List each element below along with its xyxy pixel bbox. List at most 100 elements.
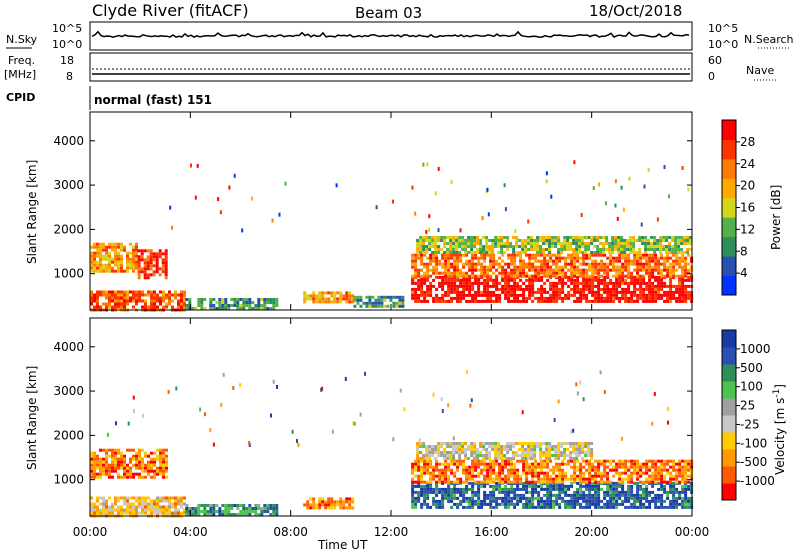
velocity-cell bbox=[519, 493, 523, 497]
velocity-cell bbox=[555, 484, 559, 488]
power-cell bbox=[447, 281, 451, 285]
power-cell bbox=[597, 274, 601, 278]
power-cell bbox=[684, 259, 688, 263]
velocity-cell bbox=[93, 454, 96, 458]
power-cell bbox=[687, 275, 691, 279]
power-cell bbox=[551, 242, 555, 245]
scatter-echo bbox=[579, 380, 582, 385]
power-cell bbox=[585, 256, 589, 260]
velocity-colorbar-swatch bbox=[722, 483, 736, 501]
velocity-cell bbox=[420, 468, 424, 472]
power-cell bbox=[105, 293, 108, 297]
power-cell bbox=[377, 301, 381, 305]
velocity-cell bbox=[660, 487, 664, 491]
velocity-cell bbox=[519, 459, 523, 463]
velocity-cell bbox=[114, 454, 117, 458]
power-cell bbox=[492, 259, 496, 263]
velocity-cell bbox=[627, 484, 631, 488]
power-cell bbox=[587, 248, 591, 251]
power-cell bbox=[600, 259, 604, 263]
power-cell bbox=[585, 274, 589, 278]
velocity-cell bbox=[561, 487, 565, 491]
velocity-cell bbox=[597, 465, 601, 469]
velocity-cell bbox=[525, 502, 529, 506]
velocity-cell bbox=[564, 477, 568, 481]
power-cell bbox=[236, 298, 240, 301]
velocity-cell bbox=[476, 457, 480, 460]
velocity-cell bbox=[687, 462, 691, 466]
power-cell bbox=[585, 271, 589, 275]
power-cell bbox=[117, 254, 120, 258]
power-cell bbox=[248, 301, 252, 304]
power-cell bbox=[558, 259, 562, 263]
velocity-cell bbox=[428, 457, 432, 460]
power-cell bbox=[609, 281, 613, 285]
scatter-echo bbox=[573, 160, 576, 165]
power-cell bbox=[639, 256, 643, 260]
power-cell bbox=[536, 245, 540, 248]
power-cell bbox=[549, 296, 553, 300]
power-cell bbox=[449, 236, 453, 239]
power-cell bbox=[114, 254, 117, 258]
velocity-cell bbox=[93, 463, 96, 467]
velocity-cell bbox=[477, 493, 481, 497]
velocity-cell bbox=[426, 490, 430, 494]
power-cell bbox=[632, 245, 636, 248]
velocity-cell bbox=[99, 475, 102, 479]
power-cell bbox=[482, 248, 486, 251]
velocity-cell bbox=[594, 496, 598, 500]
power-cell bbox=[606, 262, 610, 266]
scatter-echo bbox=[437, 228, 440, 233]
velocity-cell bbox=[633, 459, 637, 463]
velocity-cell bbox=[183, 502, 186, 506]
power-cell bbox=[536, 242, 540, 245]
power-cell bbox=[99, 251, 102, 255]
velocity-cell bbox=[684, 487, 688, 491]
power-cell bbox=[635, 239, 639, 242]
velocity-cell bbox=[519, 477, 523, 481]
velocity-cell bbox=[495, 499, 499, 503]
power-cell bbox=[132, 248, 135, 252]
velocity-cell bbox=[150, 460, 153, 464]
power-cell bbox=[459, 259, 463, 263]
power-cell bbox=[621, 268, 625, 272]
power-cell bbox=[597, 299, 601, 303]
velocity-cell bbox=[480, 462, 484, 466]
velocity-cell bbox=[569, 457, 573, 460]
power-cell bbox=[573, 268, 577, 272]
power-cell bbox=[477, 281, 481, 285]
velocity-cell bbox=[597, 480, 601, 484]
power-cell bbox=[93, 266, 96, 270]
velocity-cell bbox=[423, 468, 427, 472]
power-cell bbox=[651, 256, 655, 260]
velocity-cell bbox=[645, 505, 649, 509]
power-cell bbox=[260, 307, 264, 310]
velocity-cell bbox=[681, 468, 685, 472]
power-cell bbox=[398, 295, 402, 299]
scatter-echo bbox=[344, 377, 347, 381]
power-cell bbox=[578, 251, 582, 254]
velocity-cell bbox=[141, 475, 144, 479]
velocity-cell bbox=[639, 462, 643, 466]
velocity-cell bbox=[558, 487, 562, 491]
power-cell bbox=[558, 281, 562, 285]
power-cell bbox=[689, 236, 693, 239]
power-cell bbox=[522, 290, 526, 294]
power-cell bbox=[611, 248, 615, 251]
power-cell bbox=[615, 271, 619, 275]
power-cell bbox=[155, 264, 159, 268]
power-cell bbox=[539, 236, 543, 239]
power-cell bbox=[492, 253, 496, 257]
power-cell bbox=[567, 256, 571, 260]
power-cell bbox=[654, 287, 658, 291]
power-cell bbox=[642, 290, 646, 294]
power-cell bbox=[111, 305, 114, 309]
power-cell bbox=[584, 245, 588, 248]
velocity-cell bbox=[576, 477, 580, 481]
power-cell bbox=[627, 268, 631, 272]
power-cell bbox=[497, 236, 501, 239]
power-colorbar-swatch bbox=[722, 139, 736, 160]
velocity-cell bbox=[444, 474, 448, 478]
velocity-cell bbox=[660, 459, 664, 463]
velocity-cell bbox=[528, 465, 532, 469]
